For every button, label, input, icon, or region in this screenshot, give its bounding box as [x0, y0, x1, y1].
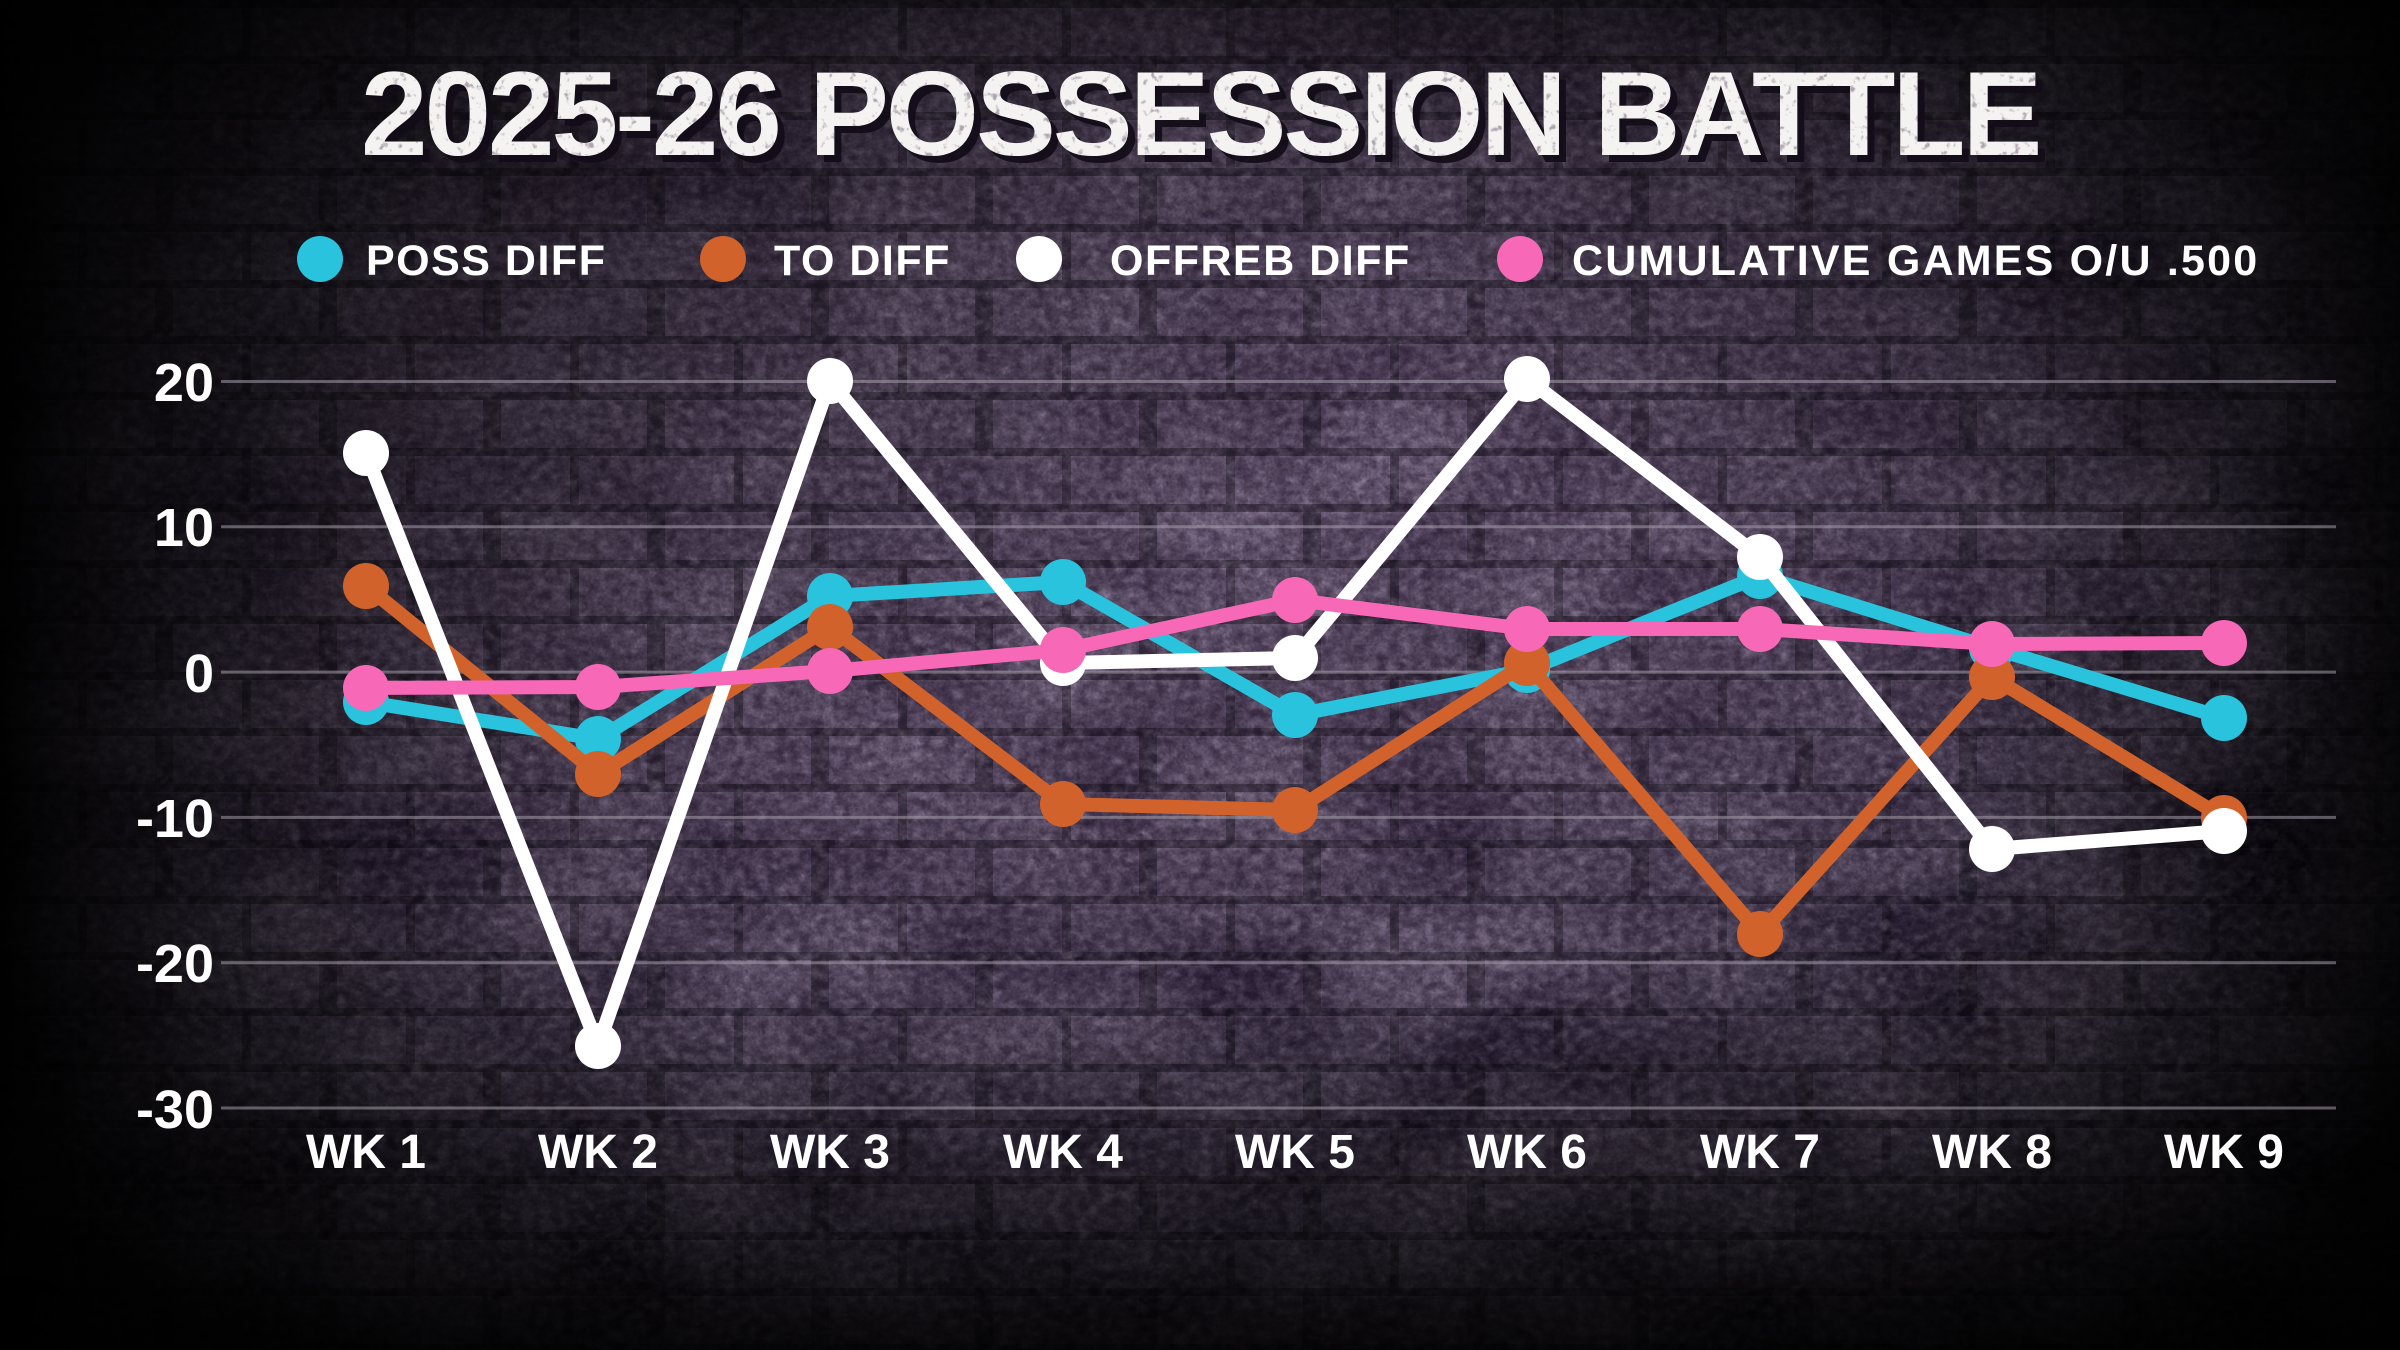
svg-text:TO DIFF: TO DIFF — [774, 237, 951, 285]
svg-text:WK 4: WK 4 — [1003, 1126, 1123, 1179]
svg-text:WK 1: WK 1 — [306, 1126, 426, 1179]
svg-text:20: 20 — [154, 353, 214, 413]
svg-text:WK 9: WK 9 — [2164, 1126, 2284, 1179]
svg-text:WK 8: WK 8 — [1932, 1126, 2052, 1179]
svg-text:CUMULATIVE GAMES O/U .500: CUMULATIVE GAMES O/U .500 — [1572, 237, 2259, 285]
svg-text:-10: -10 — [136, 789, 214, 849]
svg-text:OFFREB DIFF: OFFREB DIFF — [1110, 237, 1411, 285]
svg-text:WK 6: WK 6 — [1467, 1126, 1587, 1179]
svg-text:-20: -20 — [136, 934, 214, 994]
svg-text:0: 0 — [184, 644, 214, 704]
svg-text:WK 5: WK 5 — [1235, 1126, 1355, 1179]
svg-text:-30: -30 — [136, 1080, 214, 1140]
svg-text:WK 3: WK 3 — [770, 1126, 890, 1179]
svg-text:POSS DIFF: POSS DIFF — [366, 237, 606, 285]
svg-text:WK 7: WK 7 — [1700, 1126, 1820, 1179]
svg-text:10: 10 — [154, 498, 214, 558]
svg-text:WK 2: WK 2 — [538, 1126, 658, 1179]
